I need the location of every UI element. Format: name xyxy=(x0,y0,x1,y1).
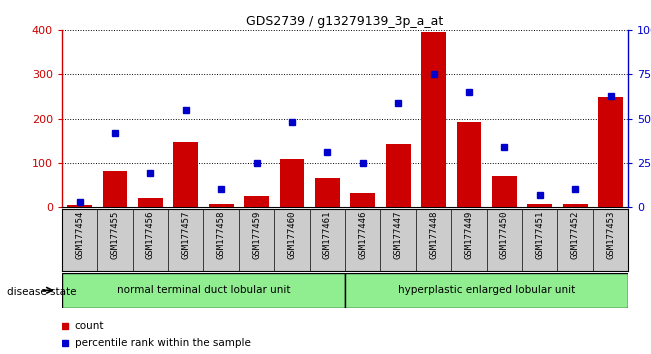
Text: GSM177448: GSM177448 xyxy=(429,211,438,259)
Text: GSM177455: GSM177455 xyxy=(111,211,119,259)
Text: normal terminal duct lobular unit: normal terminal duct lobular unit xyxy=(117,285,290,295)
Bar xyxy=(350,193,375,207)
Text: percentile rank within the sample: percentile rank within the sample xyxy=(75,338,251,348)
Bar xyxy=(598,97,623,207)
Bar xyxy=(345,273,628,308)
Bar xyxy=(67,205,92,207)
Text: hyperplastic enlarged lobular unit: hyperplastic enlarged lobular unit xyxy=(398,285,575,295)
Text: GSM177457: GSM177457 xyxy=(181,211,190,259)
Bar xyxy=(138,198,163,207)
Bar xyxy=(492,176,517,207)
Bar xyxy=(209,204,234,207)
Bar xyxy=(103,171,128,207)
Text: count: count xyxy=(75,321,104,331)
Text: GSM177446: GSM177446 xyxy=(358,211,367,259)
Bar xyxy=(527,204,552,207)
Text: GSM177450: GSM177450 xyxy=(500,211,509,259)
Bar xyxy=(315,178,340,207)
Text: disease state: disease state xyxy=(7,287,76,297)
Bar xyxy=(173,142,198,207)
Text: GSM177451: GSM177451 xyxy=(535,211,544,259)
Title: GDS2739 / g13279139_3p_a_at: GDS2739 / g13279139_3p_a_at xyxy=(247,15,443,28)
Bar xyxy=(456,122,481,207)
Bar xyxy=(279,159,304,207)
Bar xyxy=(562,204,587,207)
Bar xyxy=(62,273,345,308)
Text: GSM177459: GSM177459 xyxy=(252,211,261,259)
Text: GSM177458: GSM177458 xyxy=(217,211,226,259)
Text: GSM177452: GSM177452 xyxy=(571,211,579,259)
Text: GSM177453: GSM177453 xyxy=(606,211,615,259)
Text: GSM177449: GSM177449 xyxy=(464,211,473,259)
Bar xyxy=(421,32,446,207)
Bar xyxy=(386,144,411,207)
Text: GSM177460: GSM177460 xyxy=(288,211,296,259)
Text: GSM177447: GSM177447 xyxy=(394,211,402,259)
Text: GSM177456: GSM177456 xyxy=(146,211,155,259)
Text: GSM177461: GSM177461 xyxy=(323,211,332,259)
Bar xyxy=(244,196,269,207)
Text: GSM177454: GSM177454 xyxy=(75,211,84,259)
